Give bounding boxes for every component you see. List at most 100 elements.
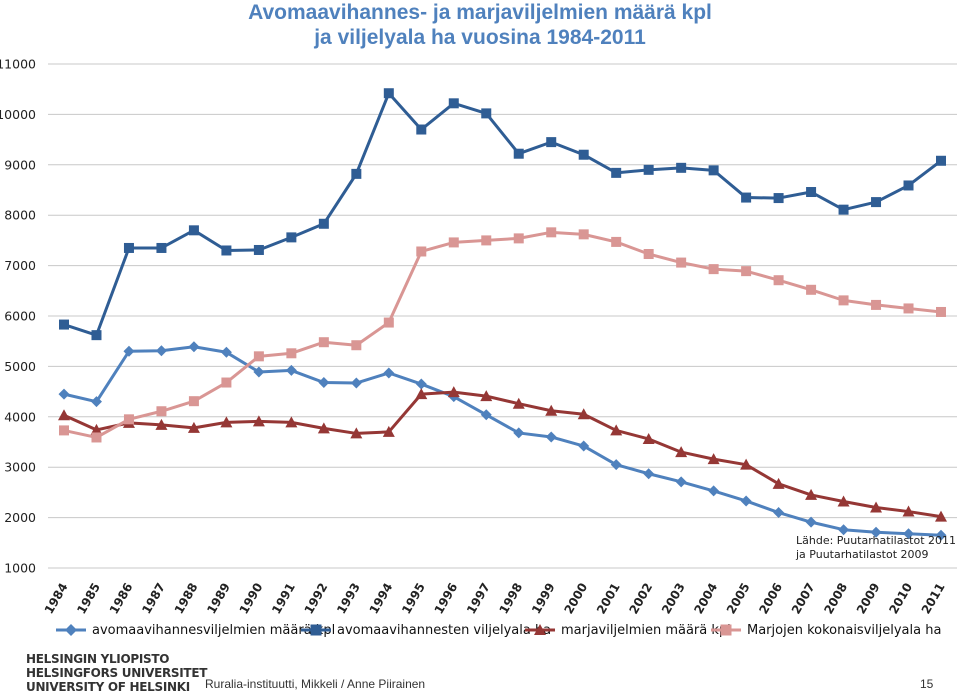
y-tick-label: 6000 — [4, 309, 36, 324]
data-point — [188, 341, 200, 353]
data-point — [611, 236, 622, 247]
data-point — [773, 507, 785, 519]
data-point — [480, 390, 493, 402]
data-point — [546, 137, 557, 148]
data-point — [772, 477, 785, 489]
y-tick-label: 11000 — [0, 57, 36, 72]
legend-marker-triangle-icon — [525, 624, 555, 635]
x-tick-label: 1987 — [139, 581, 168, 617]
y-tick-label: 2000 — [4, 510, 36, 525]
source-note: Lähde: Puutarhatilastot 2011 ja Puutarha… — [796, 534, 957, 561]
data-point — [155, 345, 167, 357]
data-point — [383, 317, 394, 328]
x-tick-label: 2002 — [626, 581, 655, 617]
data-point — [578, 229, 589, 240]
legend-item-berry-area: Marjojen kokonaisviljelyala ha — [711, 620, 941, 640]
gridlines — [48, 63, 957, 569]
page-number: 15 — [920, 677, 934, 691]
data-point — [90, 423, 103, 435]
data-point — [513, 148, 524, 159]
data-point — [318, 377, 330, 389]
y-tick-label: 1000 — [4, 561, 36, 576]
chart-title: Avomaavihannes- ja marjaviljelmien määrä… — [0, 0, 960, 50]
footer-text: Ruralia-instituutti, Mikkeli / Anne Piir… — [205, 677, 426, 691]
x-tick-label: 2004 — [691, 581, 720, 617]
data-point — [871, 299, 882, 310]
data-point — [838, 524, 850, 536]
data-point — [416, 246, 427, 257]
x-tick-label: 2005 — [724, 581, 753, 617]
series — [58, 88, 947, 541]
legend-item-vegetable-area: avomaavihannesten viljelyala ha — [301, 620, 551, 640]
y-tick-label: 3000 — [4, 460, 36, 475]
series-2 — [59, 88, 946, 341]
x-tick-label: 2000 — [561, 581, 590, 617]
data-point — [773, 193, 784, 204]
data-point — [676, 257, 687, 268]
x-tick-label: 1993 — [334, 581, 363, 617]
data-point — [806, 187, 817, 198]
data-point — [642, 432, 655, 444]
data-point — [805, 516, 817, 528]
data-point — [318, 337, 329, 348]
data-point — [936, 155, 946, 166]
data-point — [220, 416, 233, 428]
data-point — [838, 295, 849, 306]
x-tick-label: 1992 — [302, 581, 331, 617]
x-tick-label: 1995 — [399, 581, 428, 617]
x-tick-label: 1996 — [432, 581, 461, 617]
legend-label: marjaviljelmien määrä kpl — [561, 622, 731, 638]
data-point — [643, 164, 654, 175]
data-point — [545, 404, 558, 416]
data-point — [936, 306, 946, 317]
data-point — [805, 488, 818, 500]
data-point — [415, 378, 427, 390]
y-tick-label: 5000 — [4, 359, 36, 374]
data-point — [350, 427, 363, 439]
data-point — [902, 505, 915, 517]
data-point — [708, 485, 720, 497]
series-line — [63, 230, 942, 439]
data-point — [707, 453, 720, 465]
data-point — [643, 249, 654, 260]
data-point — [253, 366, 265, 378]
data-point — [351, 168, 362, 179]
x-tick-label: 1994 — [367, 581, 396, 617]
legend-marker-square-icon — [301, 624, 331, 636]
data-point — [578, 149, 589, 160]
x-tick-label: 1990 — [237, 581, 266, 617]
data-point — [675, 476, 687, 488]
data-point — [286, 232, 297, 243]
legend-marker-diamond-icon — [56, 624, 86, 636]
data-point — [416, 124, 427, 135]
logo-line: HELSINGIN YLIOPISTO — [26, 652, 170, 666]
data-point — [91, 432, 102, 443]
data-point — [512, 397, 525, 409]
series-4 — [59, 227, 946, 443]
y-tick-label: 7000 — [4, 258, 36, 273]
x-tick-label: 1985 — [74, 581, 103, 617]
legend-label: Marjojen kokonaisviljelyala ha — [747, 622, 942, 638]
chart-title-line-2: ja viljelyala ha vuosina 1984-2011 — [314, 26, 646, 49]
data-point — [285, 416, 298, 428]
data-point — [545, 431, 557, 443]
x-tick-label: 2003 — [659, 581, 688, 617]
data-point — [513, 427, 525, 439]
legend-label: avomaavihannesten viljelyala ha — [337, 622, 552, 638]
data-point — [383, 88, 394, 99]
data-point — [59, 425, 69, 436]
data-point — [610, 424, 623, 436]
data-point — [317, 422, 330, 434]
data-point — [935, 510, 947, 522]
y-tick-label: 9000 — [4, 157, 36, 172]
x-tick-label: 1998 — [497, 581, 526, 617]
data-point — [513, 233, 524, 244]
data-point — [252, 415, 265, 427]
data-point — [156, 406, 167, 417]
data-point — [91, 330, 102, 341]
data-point — [708, 165, 719, 176]
data-point — [611, 167, 622, 178]
series-line — [63, 390, 942, 519]
chart-title-line-1: Avomaavihannes- ja marjaviljelmien määrä… — [248, 1, 712, 24]
